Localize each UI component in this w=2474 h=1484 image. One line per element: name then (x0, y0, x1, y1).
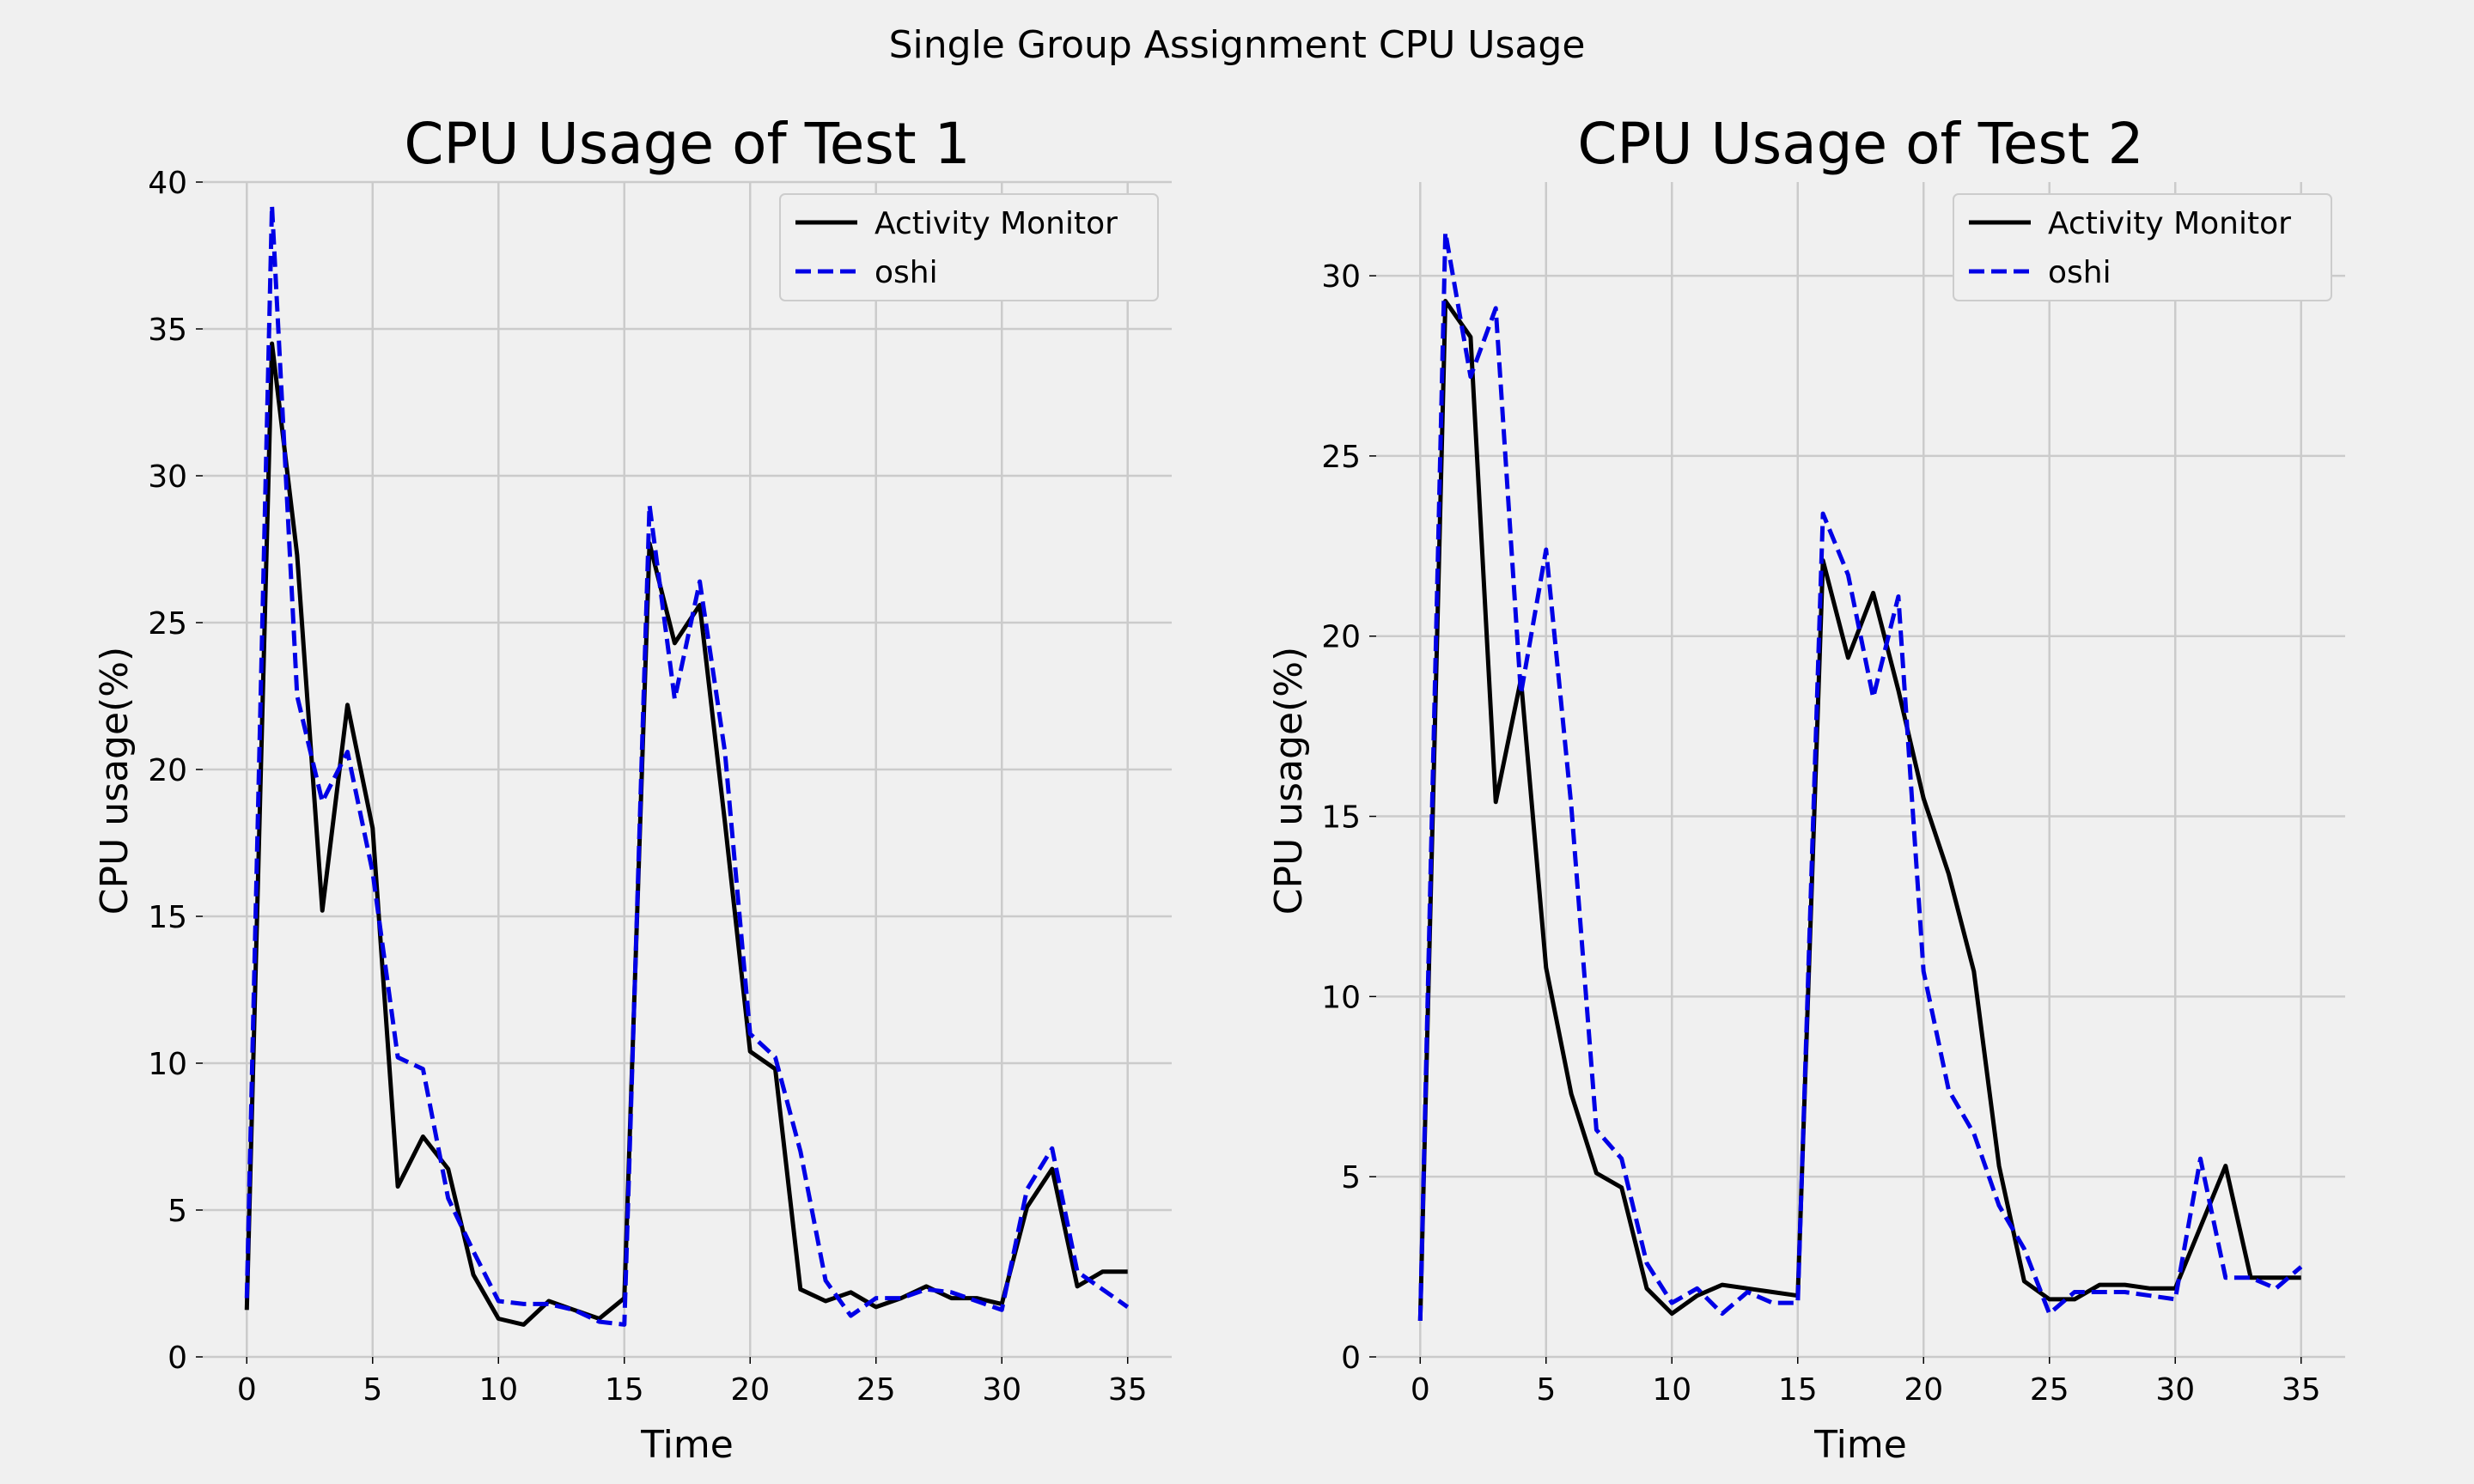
y-tick-label: 30 (1321, 259, 1361, 295)
x-tick-label: 25 (2030, 1372, 2069, 1408)
y-tick-label: 15 (1321, 800, 1361, 836)
figure-suptitle: Single Group Assignment CPU Usage (889, 23, 1586, 67)
x-tick-label: 20 (1904, 1372, 1943, 1408)
x-axis-label: Time (1813, 1423, 1907, 1467)
y-tick-label: 35 (148, 313, 187, 348)
y-tick-label: 0 (168, 1341, 187, 1376)
y-tick-label: 30 (148, 459, 187, 495)
y-tick-label: 25 (148, 606, 187, 642)
x-tick-label: 0 (1411, 1372, 1430, 1408)
x-tick-label: 10 (478, 1372, 518, 1408)
legend: Activity Monitor oshi (1953, 193, 2332, 301)
x-tick-label: 20 (730, 1372, 770, 1408)
x-tick-label: 30 (982, 1372, 1021, 1408)
chart-panel-test-2: 0 5 10 15 20 25 30 35 0 5 10 15 20 25 30 CPU Usage of … (1267, 111, 2345, 1467)
x-tick-label: 5 (1536, 1372, 1556, 1408)
series-line-oshi (244, 203, 1130, 1327)
x-axis-label: Time (640, 1423, 734, 1467)
x-tick-label: 10 (1652, 1372, 1691, 1408)
legend: Activity Monitor oshi (779, 193, 1159, 301)
y-tick-label: 5 (168, 1194, 187, 1229)
y-axis-label: CPU usage(%) (93, 647, 137, 915)
series-line-activity-monitor (244, 341, 1128, 1327)
y-tick-label: 5 (1341, 1160, 1361, 1195)
series-line-oshi (1417, 230, 2303, 1322)
y-tick-label: 40 (148, 166, 187, 201)
x-tick-label: 0 (237, 1372, 257, 1408)
legend-label: oshi (2048, 255, 2111, 290)
x-tick-label: 5 (363, 1372, 382, 1408)
series-line-activity-monitor (1417, 299, 2301, 1322)
legend-box (1953, 193, 2332, 301)
y-axis-label: CPU usage(%) (1267, 647, 1311, 915)
x-tick-label: 35 (2282, 1372, 2321, 1408)
y-tick-label: 20 (148, 753, 187, 788)
legend-label: Activity Monitor (2048, 206, 2291, 241)
y-tick-label: 15 (148, 900, 187, 935)
chart-title: CPU Usage of Test 2 (1577, 111, 2143, 177)
x-tick-label: 25 (856, 1372, 896, 1408)
y-tick-label: 25 (1321, 440, 1361, 475)
y-tick-label: 0 (1341, 1341, 1361, 1376)
y-tick-label: 20 (1321, 620, 1361, 655)
x-tick-label: 30 (2155, 1372, 2195, 1408)
x-tick-label: 35 (1108, 1372, 1148, 1408)
legend-box (779, 193, 1159, 301)
chart-title: CPU Usage of Test 1 (404, 111, 970, 177)
legend-label: oshi (874, 255, 938, 290)
y-tick-label: 10 (148, 1047, 187, 1082)
chart-panel-test-1: 0 5 10 15 20 25 30 35 0 5 10 15 20 25 30 35 40 CPU Usage… (93, 111, 1172, 1467)
legend-label: Activity Monitor (874, 206, 1118, 241)
y-tick-label: 10 (1321, 980, 1361, 1015)
x-tick-label: 15 (605, 1372, 644, 1408)
x-tick-label: 15 (1778, 1372, 1818, 1408)
